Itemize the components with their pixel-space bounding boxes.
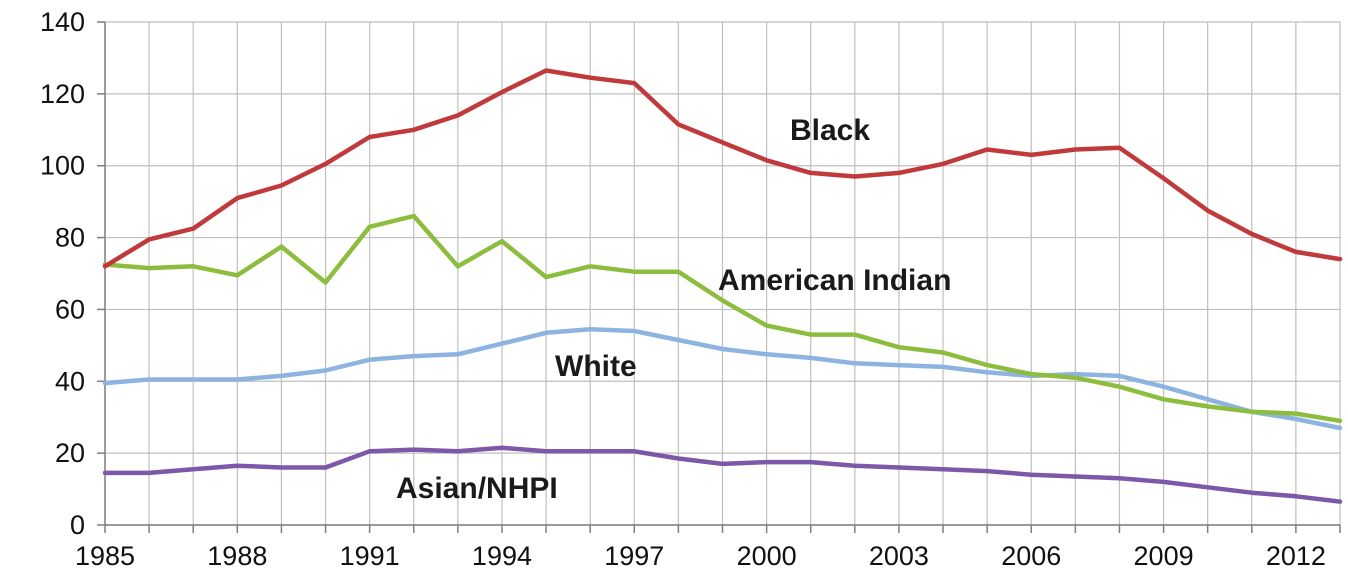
series-line-asian-nhpi: [102, 445, 1343, 504]
series-line-american-indian: [102, 213, 1343, 424]
x-tick-label: 2006: [1001, 541, 1061, 571]
y-tick-label: 100: [40, 151, 85, 181]
x-tick-label: 1994: [472, 541, 532, 571]
x-tick-label: 2003: [869, 541, 929, 571]
y-tick-label: 60: [55, 294, 85, 324]
series-line-black: [102, 68, 1343, 269]
series-label-asian-nhpi: Asian/NHPI: [396, 472, 558, 505]
series-label-black: Black: [790, 114, 870, 147]
y-tick-label: 0: [70, 510, 85, 540]
series-lines: [102, 68, 1343, 504]
series-label-white: White: [555, 350, 637, 383]
y-tick-label: 40: [55, 366, 85, 396]
x-tick-label: 1997: [604, 541, 664, 571]
series-line-white: [102, 326, 1343, 431]
x-tick-label: 1985: [75, 541, 135, 571]
x-tick-label: 1988: [207, 541, 267, 571]
x-axis-ticks: 1985 1988 1991 1994 1997 2000 2003 2006 2009 2012: [75, 525, 1341, 571]
x-tick-label: 1991: [340, 541, 400, 571]
y-tick-label: 20: [55, 438, 85, 468]
x-tick-label: 2009: [1134, 541, 1194, 571]
x-tick-label: 2000: [737, 541, 797, 571]
x-tick-label: 2012: [1266, 541, 1326, 571]
y-tick-label: 120: [40, 79, 85, 109]
y-tick-label: 140: [40, 7, 85, 37]
y-tick-label: 80: [55, 223, 85, 253]
y-axis-ticks: 0 20 40 60 80 100 120 140: [40, 7, 105, 540]
series-label-american-indian: American Indian: [718, 264, 951, 297]
